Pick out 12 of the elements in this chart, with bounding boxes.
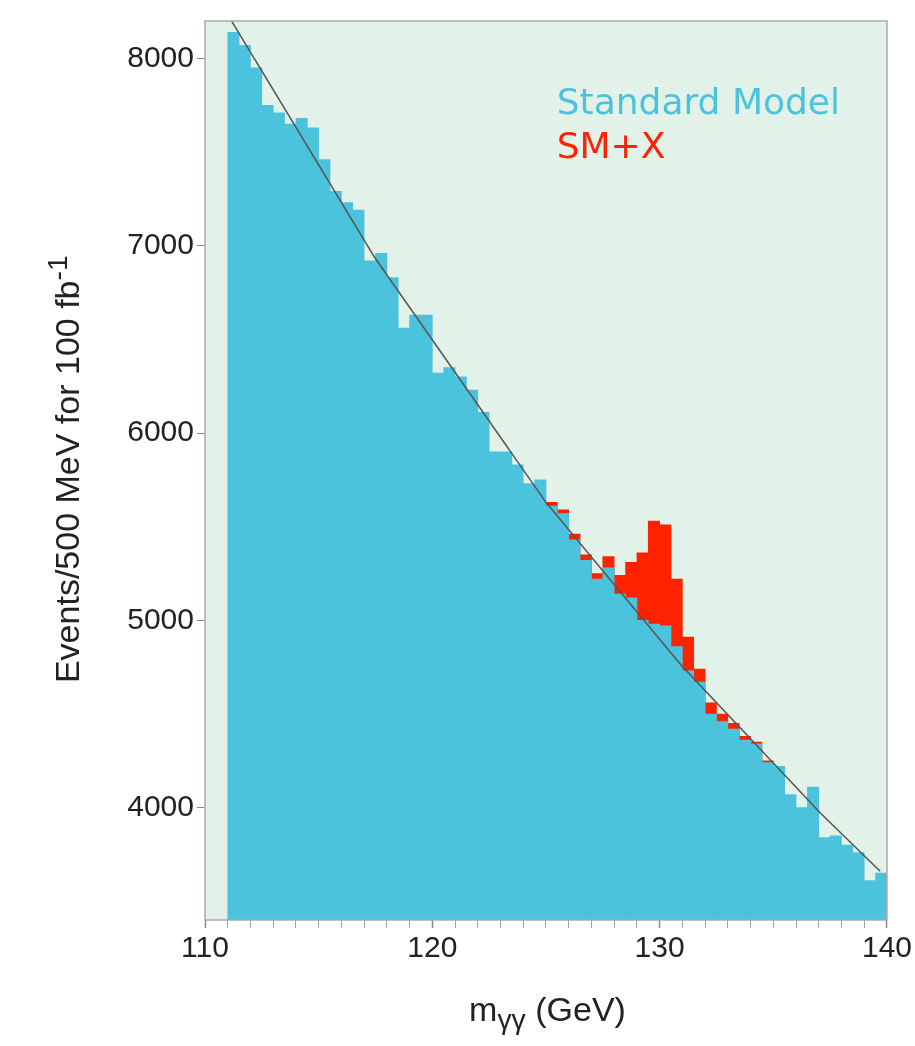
- x-axis-title: m$_{γγ}$ (GeV): [468, 990, 627, 1036]
- y-tick-label: 5000: [127, 601, 194, 635]
- x-tick-label: 140: [861, 930, 912, 964]
- y-tick-label: 7000: [127, 227, 194, 261]
- y-tick-label: 8000: [127, 39, 194, 73]
- y-tick-label: 6000: [127, 414, 194, 448]
- x-tick-label: 120: [407, 930, 458, 964]
- x-tick-label: 130: [634, 930, 685, 964]
- x-tick-label: 110: [181, 930, 229, 964]
- text: Standard Model: [556, 80, 840, 124]
- y-tick-label: 4000: [127, 788, 194, 822]
- text: SM+X: [556, 124, 667, 168]
